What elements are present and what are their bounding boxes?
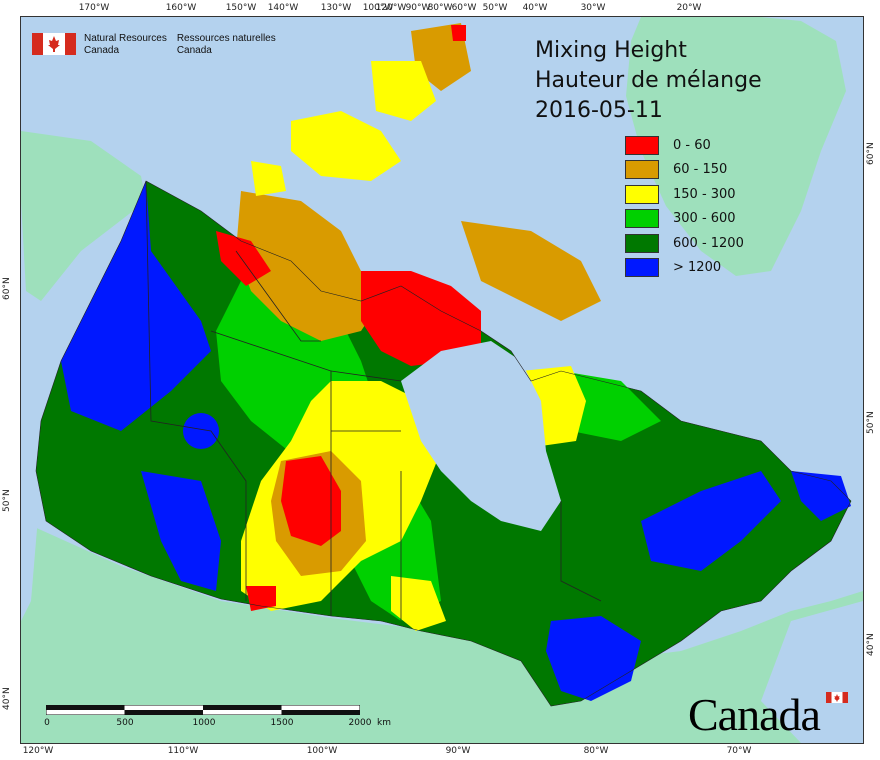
lon-tick-bottom: 90°W <box>445 746 471 756</box>
zone-gt1200-quebec <box>641 471 781 571</box>
zone-gt1200-ontario <box>546 616 641 701</box>
agency-signature: Natural Resources Canada Ressources natu… <box>32 33 286 57</box>
legend-swatch <box>625 184 659 204</box>
zone-60-150-baffin <box>461 221 601 321</box>
lon-tick-bottom: 110°W <box>167 746 199 756</box>
scale-label: 1500 <box>270 718 294 728</box>
legend-swatch <box>625 160 659 180</box>
mixing-height-map <box>21 17 863 743</box>
greenland <box>626 17 846 276</box>
scale-bar <box>46 705 360 715</box>
lon-tick-top: 40°W <box>522 3 548 13</box>
title-english: Mixing Height <box>535 38 687 63</box>
legend-item: > 1200 <box>625 256 744 281</box>
lat-tick-right: 60°N <box>866 142 876 165</box>
lon-tick-bottom: 80°W <box>583 746 609 756</box>
legend-label: 600 - 1200 <box>673 235 744 251</box>
map-title: Mixing Height Hauteur de mélange 2016-05… <box>535 36 762 126</box>
scale-label: 1000 <box>192 718 216 728</box>
scale-label: 0 <box>44 718 50 728</box>
legend-label: 60 - 150 <box>673 162 728 178</box>
legend-item: 150 - 300 <box>625 182 744 207</box>
zone-gt1200-newfoundland <box>791 471 851 521</box>
agency-french-line1: Ressources naturelles <box>176 33 276 44</box>
legend-swatch <box>625 233 659 253</box>
zone-150-300-islands <box>291 111 401 181</box>
zone-0-60-yukon-coast <box>216 231 271 286</box>
legend-item: 60 - 150 <box>625 158 744 183</box>
lat-tick-left: 40°N <box>2 687 12 710</box>
arctic-channel <box>331 201 461 251</box>
legend-item: 600 - 1200 <box>625 231 744 256</box>
canada-flag-icon <box>32 33 76 55</box>
lon-tick-top: 100°W <box>362 3 394 13</box>
scale-label: 500 <box>116 718 134 728</box>
zone-0-60-keewatin <box>361 271 481 366</box>
atlantic-ocean <box>761 601 863 743</box>
legend-item: 300 - 600 <box>625 207 744 232</box>
lon-tick-top: 90°W <box>405 3 431 13</box>
lon-tick-top: 30°W <box>580 3 606 13</box>
agency-english-line1: Natural Resources <box>84 33 167 44</box>
lon-tick-top: 170°W <box>78 3 110 13</box>
lon-tick-top: 60°W <box>451 3 477 13</box>
lon-tick-top: 50°W <box>482 3 508 13</box>
zone-gt1200-alberta <box>141 471 221 591</box>
zone-0-60-saskatchewan <box>281 456 341 546</box>
legend-label: 300 - 600 <box>673 211 736 227</box>
alaska <box>21 131 146 301</box>
map-canvas <box>20 16 864 744</box>
canada-outline <box>35 180 852 707</box>
legend-label: > 1200 <box>673 260 722 276</box>
lon-tick-bottom: 120°W <box>22 746 54 756</box>
legend-item: 0 - 60 <box>625 133 744 158</box>
lat-tick-left: 50°N <box>2 489 12 512</box>
lon-tick-top: 20°W <box>676 3 702 13</box>
legend-swatch <box>625 135 659 155</box>
lon-tick-top: 130°W <box>320 3 352 13</box>
zone-60-150-arctic <box>236 191 381 341</box>
lat-tick-right: 40°N <box>866 633 876 656</box>
scale-label: 2000 <box>348 718 372 728</box>
title-date: 2016-05-11 <box>535 98 663 123</box>
legend-swatch <box>625 258 659 278</box>
legend: 0 - 60 60 - 150 150 - 300 300 - 600 600 … <box>625 133 744 280</box>
zone-gt1200-yukon <box>61 181 211 431</box>
agency-french-line2: Canada <box>176 45 212 56</box>
zone-gt1200-spot <box>183 413 219 449</box>
lon-tick-bottom: 100°W <box>306 746 338 756</box>
canada-wordmark: Canada <box>688 689 821 740</box>
agency-english-line2: Canada <box>84 45 120 56</box>
province-borders <box>145 180 602 621</box>
zone-150-300-islands-north <box>371 61 436 121</box>
zone-150-300-banks <box>251 161 286 196</box>
lon-tick-top: 80°W <box>427 3 453 13</box>
wordmark-flag-icon <box>826 692 848 703</box>
lat-tick-left: 60°N <box>2 277 12 300</box>
legend-label: 150 - 300 <box>673 186 736 202</box>
zone-150-300-south <box>391 576 446 631</box>
lon-tick-top: 160°W <box>165 3 197 13</box>
lat-tick-right: 50°N <box>866 411 876 434</box>
lon-tick-top: 150°W <box>225 3 257 13</box>
lon-tick-top: 140°W <box>267 3 299 13</box>
title-french: Hauteur de mélange <box>535 68 762 93</box>
legend-swatch <box>625 209 659 229</box>
hudson-bay <box>401 341 561 531</box>
pacific-ocean <box>21 431 41 621</box>
lon-tick-bottom: 70°W <box>726 746 752 756</box>
zone-300-600-ungava <box>561 371 661 441</box>
lon-tick-top: 120°W <box>375 3 407 13</box>
zone-0-60-ellesmere <box>451 25 466 41</box>
scale-unit: km <box>377 718 391 728</box>
legend-label: 0 - 60 <box>673 137 711 153</box>
